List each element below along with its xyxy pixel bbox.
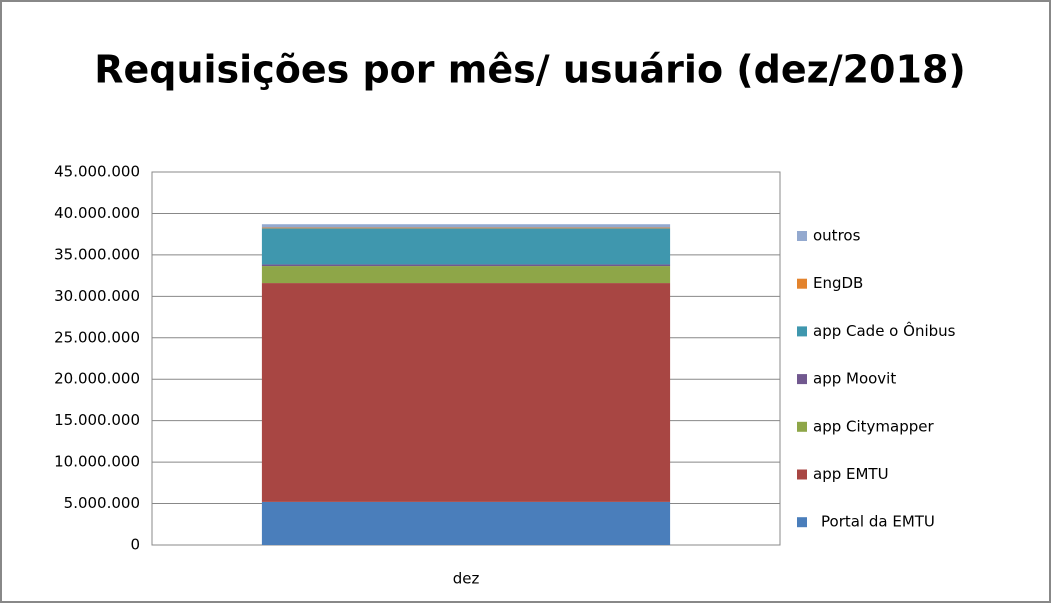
y-tick-label: 40.000.000 (54, 204, 140, 222)
legend-label: outros (813, 227, 861, 245)
y-tick-label: 0 (130, 536, 140, 554)
legend-label: Portal da EMTU (821, 513, 935, 531)
y-tick-label: 30.000.000 (54, 287, 140, 305)
legend-marker (797, 326, 807, 337)
y-tick-label: 25.000.000 (54, 328, 140, 346)
legend-marker (797, 469, 807, 480)
legend-marker (797, 517, 807, 528)
bar-segment (261, 266, 671, 284)
bar-segment (261, 228, 671, 265)
y-tick-label: 5.000.000 (64, 494, 140, 512)
y-tick-label: 45.000.000 (54, 163, 140, 181)
bar-segment (261, 264, 671, 267)
bar-segment (261, 224, 671, 228)
legend-label: app EMTU (813, 465, 889, 483)
y-tick-label: 10.000.000 (54, 453, 140, 471)
y-tick-label: 15.000.000 (54, 411, 140, 429)
legend-marker (797, 231, 807, 241)
legend-label: app Cade o Ônibus (813, 321, 956, 340)
y-tick-label: 35.000.000 (54, 245, 140, 263)
chart-title: Requisições por mês/ usuário (dez/2018) (94, 48, 966, 92)
bar-segment (261, 227, 671, 229)
legend-label: app Moovit (813, 370, 896, 388)
bar-segment (261, 283, 671, 502)
legend-label: EngDB (813, 274, 863, 292)
y-tick-label: 20.000.000 (54, 370, 140, 388)
bar-segment (261, 501, 671, 545)
legend-label: app Citymapper (813, 417, 934, 435)
legend-marker (797, 278, 807, 289)
legend-marker (797, 421, 807, 432)
legend-marker (797, 374, 807, 385)
x-tick-label: dez (453, 570, 480, 588)
